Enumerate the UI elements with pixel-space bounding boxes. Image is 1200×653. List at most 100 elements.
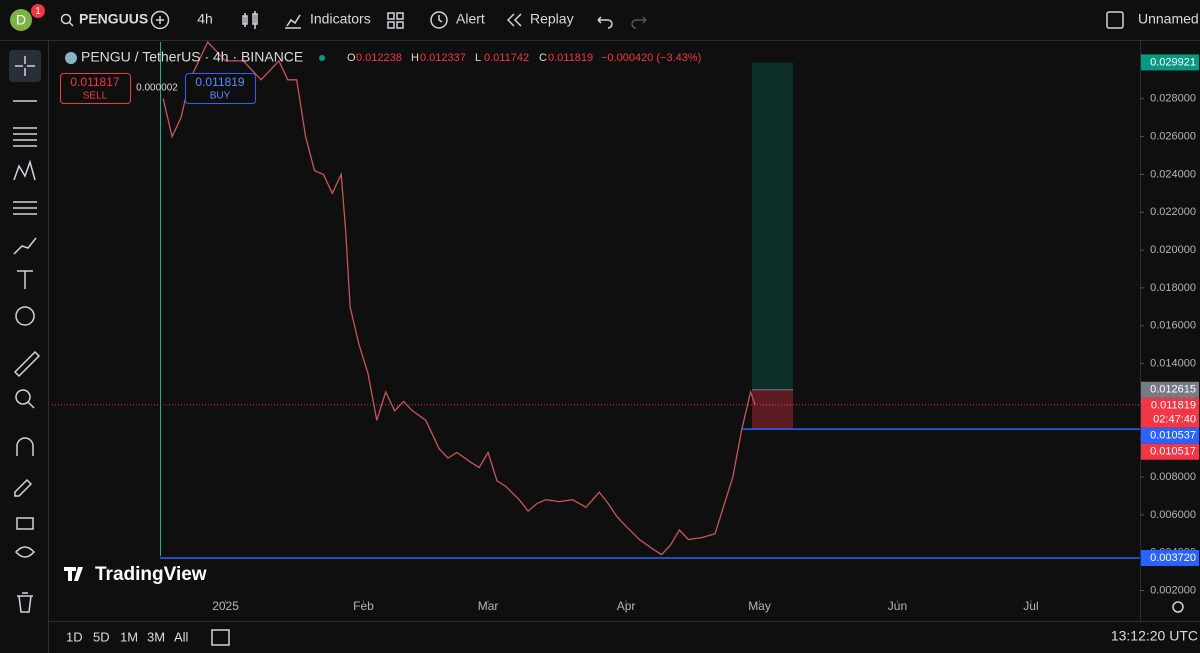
avatar[interactable] (10, 9, 32, 31)
alert[interactable]: Alert (456, 11, 485, 27)
y-tick-label: 0.028000 (1150, 93, 1196, 105)
zoom-tool[interactable] (15, 389, 31, 405)
ohlc-value: 0.011819 (548, 52, 593, 64)
ohlc-key: O (347, 52, 356, 64)
replay[interactable]: Replay (530, 11, 574, 27)
price-tag (1141, 54, 1199, 71)
text-tool[interactable] (17, 270, 33, 289)
alert-icon[interactable] (430, 11, 448, 29)
y-tick-label: 0.026000 (1150, 130, 1196, 142)
price-tag-label: 0.010517 (1150, 446, 1196, 458)
y-tick-label: 0.006000 (1150, 509, 1196, 521)
price-tag (1141, 381, 1199, 398)
price-line (162, 40, 756, 556)
timeframe[interactable]: 1M (120, 629, 138, 644)
zoom-tool (27, 401, 35, 409)
badge (31, 4, 45, 18)
logo: TradingView (95, 564, 207, 585)
add-symbol[interactable] (150, 10, 170, 30)
y-tick-label: 0.002000 (1150, 584, 1196, 596)
layout-name[interactable]: Unnamed (1138, 11, 1199, 27)
avatar-letter: D (16, 12, 26, 28)
measure-tool[interactable] (13, 350, 41, 378)
price-tag-countdown: 02:47:40 (1153, 414, 1196, 426)
sell-button[interactable] (60, 73, 131, 104)
x-tick-label: Jul (1023, 599, 1038, 613)
add-symbol (156, 16, 164, 24)
price-tag (1141, 550, 1199, 567)
magnet-tool[interactable] (16, 437, 34, 456)
symbol[interactable]: PENGUUS (79, 11, 148, 27)
x-tick-label: Feb (353, 599, 374, 613)
y-tick-label: 0.016000 (1150, 320, 1196, 332)
sell-label: SELL (83, 91, 108, 102)
ohlc-value: 0.012337 (420, 52, 466, 64)
alert-icon (438, 15, 443, 23)
ohlc: O 0.012238 H 0.012337 L 0.011742 C 0.011819 −0.0… (347, 52, 701, 64)
fib-tool[interactable] (13, 127, 37, 147)
interval[interactable]: 4h (197, 11, 213, 27)
badge-count: 1 (35, 6, 41, 17)
lock-draw-tool[interactable] (14, 478, 33, 497)
emoji-tool[interactable] (15, 306, 35, 326)
hide-tool[interactable] (14, 546, 36, 558)
buy-button[interactable] (185, 73, 256, 104)
indicators-icon[interactable] (285, 14, 301, 29)
chart-type[interactable] (242, 11, 258, 29)
timeframe[interactable]: 1D (66, 629, 83, 644)
price-tag-label: 0.029921 (1150, 56, 1196, 68)
stop-zone (752, 389, 793, 430)
pattern-tool[interactable] (13, 159, 36, 181)
timeframes: 1D 5D 1M 3M All (66, 629, 189, 644)
x-tick-label: 2025 (212, 599, 239, 613)
price-tag (1141, 427, 1199, 444)
x-tick-label: Apr (617, 599, 636, 613)
lock-tool[interactable] (16, 517, 34, 530)
ohlc-value: 0.011742 (484, 52, 529, 64)
goto-date[interactable] (211, 629, 230, 646)
price-tag (1141, 397, 1199, 428)
templates[interactable] (387, 12, 404, 29)
price-tag-label: 0.003720 (1150, 552, 1196, 564)
delete-tool[interactable] (17, 592, 33, 613)
price-tag-label: 0.010537 (1150, 430, 1196, 442)
y-tick-label: 0.024000 (1150, 168, 1196, 180)
indicators[interactable]: Indicators (310, 11, 371, 27)
price-tag-label: 0.012615 (1150, 384, 1196, 396)
y-tick-label: 0.020000 (1150, 244, 1196, 256)
logo-mark (64, 567, 83, 581)
timeframe[interactable]: 5D (93, 629, 110, 644)
ohlc-change: −0.000420 (−3.43%) (601, 52, 701, 64)
market-status (319, 55, 325, 61)
y-tick-label: 0.014000 (1150, 357, 1196, 369)
search-icon[interactable] (60, 13, 72, 25)
tool-active (9, 50, 41, 82)
timeframe[interactable]: All (174, 629, 189, 644)
crosshair-tool[interactable] (15, 56, 35, 76)
buy-label: BUY (210, 91, 231, 102)
ohlc-key: L (475, 52, 481, 64)
spread: 0.000002 (136, 83, 178, 94)
symbol-icon (65, 52, 77, 64)
timeframe[interactable]: 3M (147, 629, 165, 644)
x-tick-label: May (748, 599, 771, 613)
ohlc-key: H (411, 52, 419, 64)
search-icon (68, 21, 74, 27)
redo[interactable] (631, 16, 647, 29)
layout-icon[interactable] (1106, 11, 1124, 29)
forecast-tool[interactable] (13, 201, 37, 215)
x-tick-label: Mar (478, 599, 499, 613)
undo[interactable] (597, 16, 613, 29)
x-tick-label: Jun (888, 599, 907, 613)
y-tick-label: 0.018000 (1150, 282, 1196, 294)
sell-price: 0.011817 (70, 75, 119, 89)
buy-price: 0.011819 (195, 75, 244, 89)
price-tag (1141, 443, 1199, 460)
legend-title: PENGU / TetherUS · 4h · BINANCE (81, 49, 303, 65)
replay-icon[interactable] (506, 13, 522, 27)
target-zone (752, 62, 793, 390)
brush-tool[interactable] (13, 237, 37, 255)
price-tag-label: 0.011819 (1151, 400, 1196, 412)
axis-settings[interactable] (1172, 601, 1184, 613)
